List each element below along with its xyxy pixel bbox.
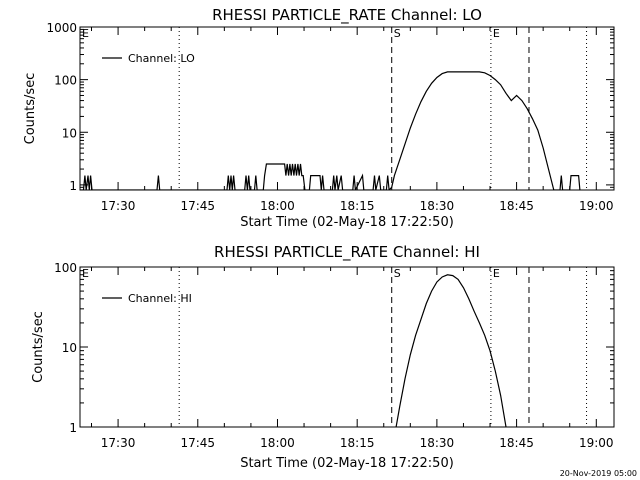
panel-1-xtick-label: 18:45 — [499, 199, 534, 213]
panel-1-legend-label: Channel: LO — [128, 52, 195, 65]
panel-2-legend-label: Channel: HI — [128, 292, 192, 305]
panel-1-event-label: E — [493, 27, 500, 40]
panel-1-ytick-label: 100 — [54, 74, 77, 88]
panel-2-ylabel: Counts/sec — [31, 311, 46, 383]
panel-2-event-label: E — [82, 267, 89, 280]
panel-2-series-line — [395, 274, 507, 427]
panel-2-title: RHESSI PARTICLE_RATE Channel: HI — [214, 243, 480, 262]
panel-2-xtick-label: 18:15 — [340, 436, 375, 450]
panel-1-series-line — [80, 71, 581, 190]
panel-1-xtick-label: 17:30 — [101, 199, 136, 213]
panel-2-xtick-label: 19:00 — [579, 436, 614, 450]
panel-2-event-label: S — [394, 267, 401, 280]
panel-1-xtick-label: 18:00 — [260, 199, 295, 213]
panel-1-xtick-label: 17:45 — [180, 199, 215, 213]
panel-2-xtick-label: 17:30 — [101, 436, 136, 450]
panel-1-xtick-label: 18:15 — [340, 199, 375, 213]
panel-2-xtick-label: 18:45 — [499, 436, 534, 450]
panel-1-ytick-label: 10 — [62, 126, 77, 140]
panel-1-ytick-label: 1000 — [46, 21, 77, 35]
panel-2-xtick-label: 18:00 — [260, 436, 295, 450]
panel-1-xtick-label: 18:30 — [420, 199, 455, 213]
panel-1-xtick-label: 19:00 — [579, 199, 614, 213]
panel-2-event-label: E — [493, 267, 500, 280]
panel-2-ytick-label: 100 — [54, 261, 77, 275]
panel-1-event-label: S — [394, 27, 401, 40]
panel-1-title: RHESSI PARTICLE_RATE Channel: LO — [212, 6, 482, 25]
panel-1-ylabel: Counts/sec — [23, 73, 38, 145]
panel-2-xtick-label: 18:30 — [420, 436, 455, 450]
panel-1-xlabel: Start Time (02-May-18 17:22:50) — [240, 215, 454, 230]
footer-timestamp: 20-Nov-2019 05:00 — [560, 469, 637, 478]
panel-2-ytick-label: 10 — [62, 341, 77, 355]
panel-2-plot-frame — [79, 266, 615, 428]
panel-1-event-label: E — [82, 27, 89, 40]
panel-2-ytick-label: 1 — [69, 421, 77, 435]
panel-2-xtick-label: 17:45 — [180, 436, 215, 450]
panel-1-ytick-label: 1 — [69, 179, 77, 193]
panel-2-xlabel: Start Time (02-May-18 17:22:50) — [240, 456, 454, 471]
